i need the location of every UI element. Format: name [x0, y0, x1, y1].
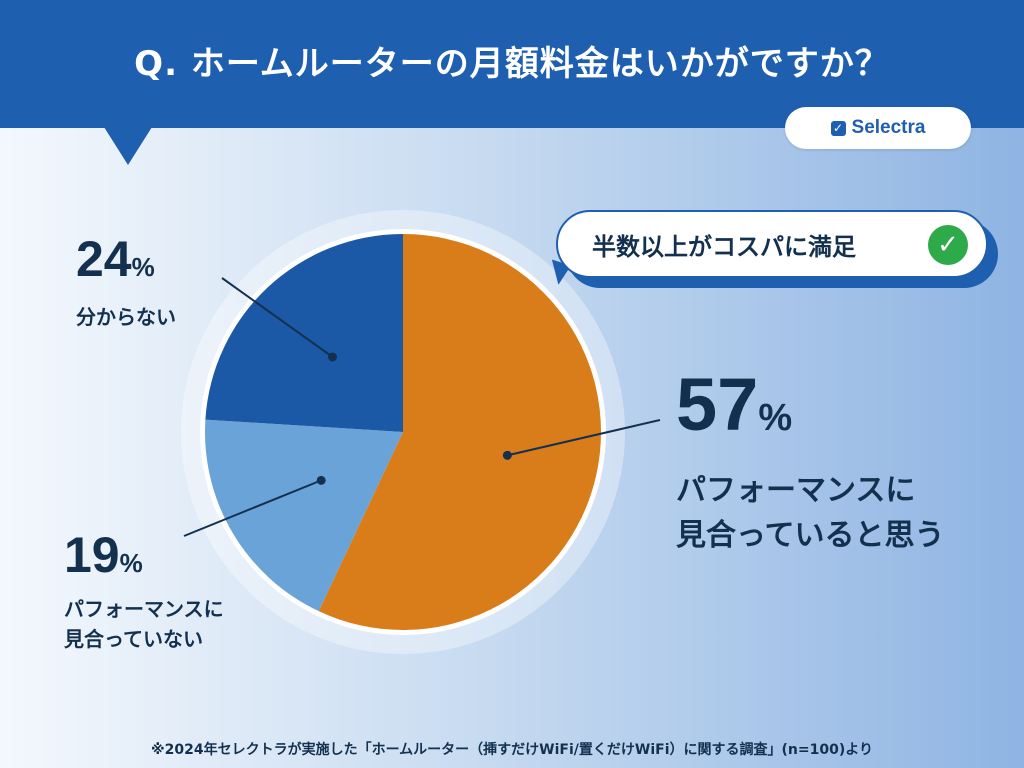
pie-slice-57 — [318, 234, 601, 630]
slice-label-19: パフォーマンスに 見合っていない — [64, 594, 224, 654]
leader-dot-57 — [502, 450, 512, 460]
callout-bubble: 半数以上がコスパに満足 ✓ — [556, 210, 988, 278]
leader-line-24 — [221, 277, 334, 358]
percent-label-24: 24% — [76, 230, 155, 288]
pie-slice-24 — [205, 234, 403, 432]
brand-logo: ✓ Selectra — [785, 107, 971, 149]
page-title: Q. ホームルーターの月額料金はいかがですか？ — [134, 44, 890, 84]
percent-value-57: 57 — [676, 363, 759, 446]
leader-dot-24 — [328, 352, 338, 362]
slice-label-57: パフォーマンスに 見合っていると思う — [676, 468, 945, 558]
slice-label-19-line1: パフォーマンスに — [64, 597, 224, 621]
leader-line-57 — [507, 419, 661, 457]
slice-label-24: 分からない — [76, 302, 176, 332]
percent-sign-19: % — [119, 548, 143, 578]
header-pointer — [104, 127, 152, 165]
percent-value-24: 24 — [76, 231, 132, 287]
callout-text: 半数以上がコスパに満足 — [592, 232, 856, 261]
slice-label-24-line1: 分からない — [76, 305, 176, 329]
percent-value-19: 19 — [64, 527, 120, 583]
slice-label-57-line1: パフォーマンスに — [676, 473, 916, 508]
footnote: ※2024年セレクトラが実施した「ホームルーター（挿すだけWiFi/置くだけWi… — [151, 742, 873, 758]
percent-label-19: 19% — [64, 526, 143, 584]
pie-slice-19 — [205, 419, 403, 612]
leader-dot-19 — [316, 475, 326, 485]
header-banner: Q. ホームルーターの月額料金はいかがですか？ — [0, 0, 1024, 128]
percent-label-57: 57% — [676, 362, 792, 447]
checkbox-icon: ✓ — [830, 120, 846, 136]
percent-sign-24: % — [131, 252, 155, 282]
brand-name: Selectra — [851, 117, 926, 138]
slice-label-57-line2: 見合っていると思う — [676, 518, 945, 553]
check-circle-icon: ✓ — [928, 225, 968, 265]
leader-line-19 — [183, 479, 322, 537]
percent-sign-57: % — [758, 397, 793, 439]
slice-label-19-line2: 見合っていない — [64, 627, 203, 651]
